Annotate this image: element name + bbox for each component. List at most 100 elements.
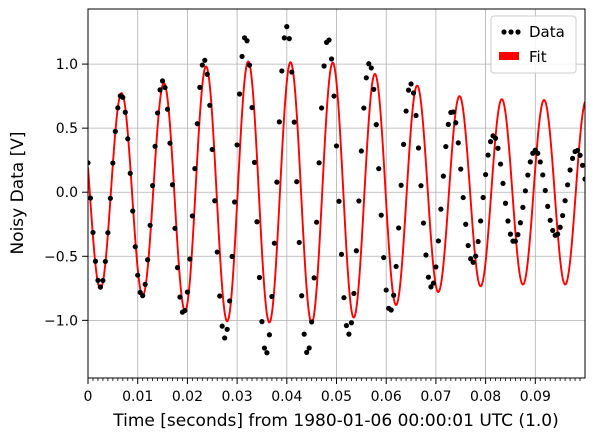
data-point bbox=[492, 135, 499, 141]
x-tick-label: 0.05 bbox=[321, 389, 352, 405]
data-point bbox=[207, 102, 213, 108]
data-point bbox=[520, 204, 526, 210]
data-point bbox=[567, 167, 573, 173]
data-point bbox=[214, 249, 220, 255]
data-point bbox=[152, 143, 158, 149]
x-tick-label: 0.08 bbox=[470, 389, 501, 405]
data-point bbox=[542, 187, 548, 194]
data-point bbox=[259, 319, 265, 325]
data-point bbox=[440, 173, 446, 179]
data-point bbox=[316, 160, 322, 166]
data-point bbox=[314, 219, 320, 225]
data-point bbox=[376, 166, 382, 172]
legend: Data Fit bbox=[490, 15, 577, 74]
data-point bbox=[420, 220, 427, 226]
data-point bbox=[425, 274, 432, 280]
data-point bbox=[562, 198, 568, 204]
data-point bbox=[212, 198, 218, 204]
data-point bbox=[107, 195, 113, 201]
data-point bbox=[256, 274, 263, 281]
x-tick-label: 0.09 bbox=[520, 389, 551, 405]
data-point bbox=[105, 230, 111, 236]
data-point bbox=[430, 280, 437, 286]
data-point bbox=[150, 183, 156, 189]
data-point bbox=[366, 61, 372, 67]
data-point bbox=[122, 109, 128, 115]
data-point bbox=[527, 159, 533, 165]
data-point bbox=[445, 121, 451, 127]
data-point bbox=[296, 239, 302, 246]
data-point bbox=[443, 143, 449, 150]
data-point bbox=[251, 159, 258, 165]
data-point bbox=[525, 172, 531, 178]
legend-marker-data bbox=[515, 29, 521, 35]
data-point bbox=[227, 298, 233, 304]
data-point bbox=[557, 224, 563, 230]
data-point bbox=[204, 71, 210, 77]
data-point bbox=[560, 212, 566, 219]
data-point bbox=[301, 331, 307, 337]
data-point bbox=[246, 62, 253, 68]
data-point bbox=[291, 119, 297, 125]
y-tick-label: 1.0 bbox=[56, 57, 78, 73]
data-point bbox=[478, 218, 484, 224]
data-point bbox=[112, 128, 118, 134]
data-point bbox=[229, 253, 235, 260]
data-point bbox=[232, 199, 238, 205]
data-point bbox=[455, 140, 461, 146]
data-point bbox=[172, 225, 178, 231]
data-point bbox=[261, 345, 268, 351]
data-point bbox=[368, 65, 374, 71]
data-point bbox=[351, 290, 357, 297]
y-tick-label: −1.0 bbox=[44, 313, 78, 329]
data-point bbox=[127, 170, 133, 176]
data-point bbox=[388, 307, 394, 313]
data-point bbox=[507, 231, 514, 237]
data-point bbox=[458, 166, 464, 172]
legend-marker-data bbox=[508, 29, 514, 35]
data-point bbox=[234, 142, 240, 148]
data-point bbox=[321, 63, 327, 69]
data-layer bbox=[88, 24, 585, 356]
data-point bbox=[102, 258, 108, 265]
data-point bbox=[358, 148, 364, 154]
data-point bbox=[309, 319, 315, 325]
data-point bbox=[465, 242, 471, 249]
data-point bbox=[154, 110, 161, 116]
data-point bbox=[579, 162, 585, 168]
data-point bbox=[391, 292, 397, 298]
data-point bbox=[269, 293, 275, 300]
data-point bbox=[311, 275, 317, 281]
data-point bbox=[197, 84, 203, 90]
ticks: 0 0.01 0.02 0.03 0.04 0.05 0.06 0.07 0.08 0.09 1.0… bbox=[44, 57, 581, 405]
data-point bbox=[182, 307, 188, 314]
data-point bbox=[356, 198, 362, 204]
data-point bbox=[147, 222, 153, 228]
data-point bbox=[413, 112, 419, 119]
data-point bbox=[284, 24, 290, 30]
data-point bbox=[219, 323, 225, 329]
data-point bbox=[545, 203, 551, 209]
data-point bbox=[438, 206, 444, 212]
data-point bbox=[177, 294, 183, 300]
data-point bbox=[497, 161, 504, 167]
data-point bbox=[353, 248, 359, 254]
data-point bbox=[403, 108, 409, 114]
data-point bbox=[333, 143, 340, 149]
data-point bbox=[159, 78, 166, 84]
data-point bbox=[515, 232, 521, 238]
data-point bbox=[569, 155, 576, 161]
x-tick-label: 0.01 bbox=[122, 389, 153, 405]
data-point bbox=[473, 253, 479, 259]
y-tick-label: 0.0 bbox=[56, 185, 78, 201]
data-point bbox=[338, 251, 345, 257]
data-point bbox=[97, 284, 104, 290]
data-point bbox=[169, 182, 176, 188]
data-point bbox=[202, 57, 208, 63]
y-axis-label: Noisy Data [V] bbox=[8, 131, 28, 254]
data-point bbox=[341, 295, 347, 301]
data-point bbox=[304, 349, 310, 355]
data-point bbox=[383, 287, 389, 293]
data-point bbox=[192, 166, 198, 172]
data-point bbox=[463, 221, 469, 227]
